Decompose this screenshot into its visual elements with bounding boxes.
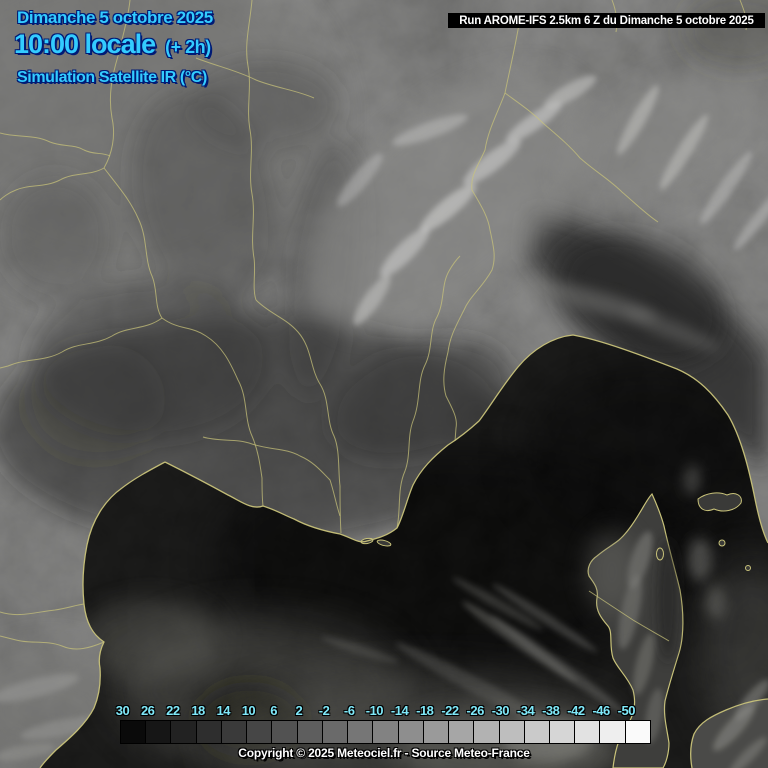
small-islands	[360, 492, 751, 571]
scale-tick-label: 10	[241, 703, 256, 718]
scale-tick-label: 26	[140, 703, 155, 718]
scale-tick-label: -26	[466, 703, 485, 718]
product-label: Simulation Satellite IR (°C)	[17, 69, 207, 86]
scale-swatch	[348, 721, 374, 743]
utc-offset-label: (+ 2h)	[165, 37, 211, 57]
scale-labels: 30 26 22 18 14 10 6 2 -2 -6 -10 -14 -18 -22 -26 -30 -34-…	[116, 703, 652, 718]
scale-tick-label: -6	[343, 703, 355, 718]
scale-tick-label: -2	[318, 703, 330, 718]
scale-swatch	[121, 721, 147, 743]
scale-tick-label: -42	[567, 703, 585, 718]
scale-swatch	[449, 721, 475, 743]
scale-swatch	[549, 721, 576, 743]
scale-tick-label: -18	[416, 703, 434, 718]
alps-bright-band	[307, 70, 768, 352]
scale-swatch	[196, 721, 222, 743]
italy-corner-land	[690, 679, 768, 768]
scale-tick-label: -46	[592, 703, 610, 718]
scale-tick-label: -30	[491, 703, 510, 718]
scale-tick-label: -14	[390, 703, 409, 718]
scale-swatch	[600, 721, 626, 743]
scale-tick-label: 18	[191, 703, 205, 718]
scale-swatch	[247, 721, 273, 743]
scale-swatches	[120, 720, 651, 744]
scale-swatch	[423, 721, 450, 743]
scale-swatch	[625, 721, 650, 743]
scale-swatch	[575, 721, 601, 743]
scale-swatch	[499, 721, 525, 743]
scale-tick-label: 22	[166, 703, 180, 718]
scale-tick-label: 6	[270, 703, 277, 718]
scale-tick-label: -22	[441, 703, 459, 718]
spain-border	[0, 635, 105, 650]
copyright-label: Copyright © 2025 Meteociel.fr - Source M…	[238, 746, 530, 760]
corsica-island	[586, 492, 684, 768]
run-banner: Run AROME-IFS 2.5km 6 Z du Dimanche 5 oc…	[448, 13, 765, 28]
scale-tick-label: -10	[365, 703, 384, 718]
scale-swatch	[146, 721, 172, 743]
scale-swatch	[322, 721, 349, 743]
scale-tick-label: -50	[617, 703, 636, 718]
scale-swatch	[171, 721, 197, 743]
scale-swatch	[221, 721, 248, 743]
scale-swatch	[474, 721, 500, 743]
scale-swatch	[297, 721, 323, 743]
header-overlay: Dimanche 5 octobre 2025 10:00 locale (+ 2…	[14, 8, 213, 87]
italy-corner-coastline	[690, 698, 768, 768]
scale-swatch	[398, 721, 424, 743]
scale-tick-label: 30	[115, 703, 130, 718]
local-time-label: 10:00 locale	[14, 29, 156, 59]
scale-tick-label: 14	[216, 703, 231, 718]
corsica-interior-border	[588, 590, 670, 642]
scale-swatch	[272, 721, 298, 743]
scale-tick-label: -34	[516, 703, 535, 718]
date-label: Dimanche 5 octobre 2025	[17, 8, 213, 27]
scale-swatch	[524, 721, 550, 743]
riviera-coastline	[164, 334, 768, 544]
scale-swatch	[373, 721, 399, 743]
scale-tick-label: 2	[295, 703, 303, 718]
scale-tick-label: -38	[542, 703, 560, 718]
